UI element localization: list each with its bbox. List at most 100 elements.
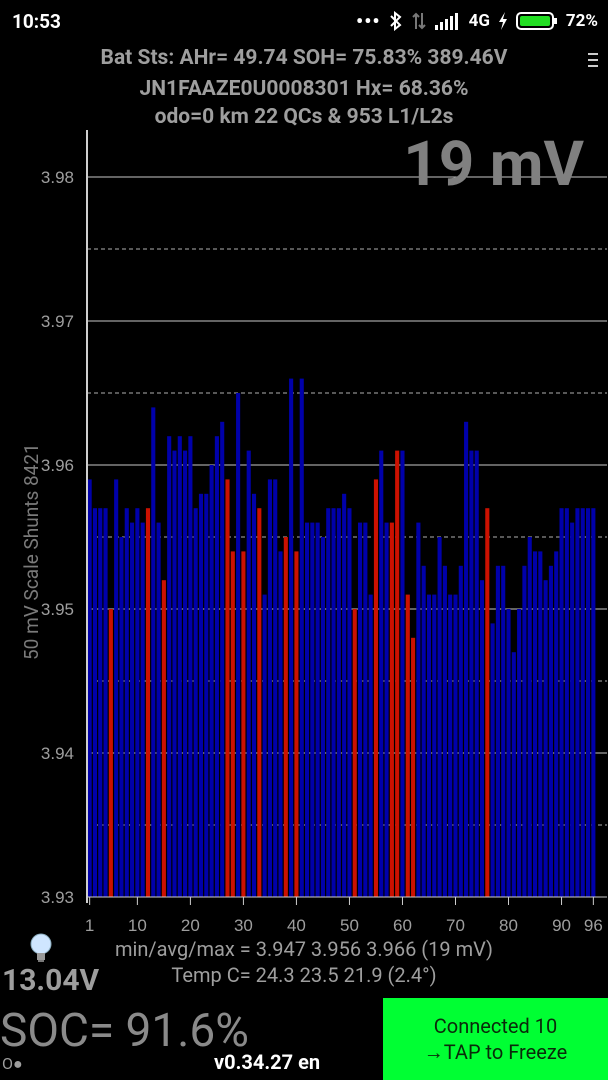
- cell-bar: [564, 508, 569, 897]
- cell-bar: [193, 508, 198, 897]
- cell-bar: [331, 508, 336, 897]
- cell-bar: [251, 493, 257, 897]
- cell-bar: [315, 522, 320, 897]
- cell-bar: [225, 479, 230, 897]
- cell-bar: [554, 551, 559, 897]
- cell-bar: [458, 565, 463, 897]
- cell-bar: [442, 565, 447, 897]
- x-tick-label: 20: [181, 916, 200, 935]
- cell-bar: [538, 551, 543, 897]
- menu-icon[interactable]: [586, 50, 600, 70]
- cell-bar: [464, 421, 469, 897]
- cell-bar: [347, 508, 352, 897]
- cell-bar: [517, 609, 522, 897]
- cell-bar: [421, 565, 426, 897]
- cell-bar: [575, 508, 580, 897]
- cell-bar: [161, 580, 166, 897]
- signal-icon: [434, 13, 458, 30]
- x-tick-label: 60: [393, 916, 412, 935]
- connection-freeze-button[interactable]: Connected 10 →TAP to Freeze: [383, 998, 608, 1080]
- cell-bar: [384, 522, 389, 897]
- cell-bar: [543, 580, 548, 897]
- cell-bar: [304, 522, 310, 897]
- cell-bar: [87, 479, 92, 897]
- cell-bar: [389, 522, 394, 897]
- cell-bar: [299, 378, 304, 898]
- version-label: v0.34.27 en: [214, 1050, 321, 1074]
- cell-bar: [257, 508, 262, 897]
- y-tick-label: 3.94: [41, 744, 74, 763]
- cell-bar: [411, 637, 416, 897]
- cell-voltage-chart[interactable]: 3.93 3.94 3.95 3.96 3.97 3.98 1 10 20 30 40 50 60 70 8…: [0, 0, 608, 940]
- cell-bar: [135, 508, 140, 897]
- cell-bar: [352, 609, 357, 897]
- min-avg-max-line: min/avg/max = 3.947 3.956 3.966 (19 mV): [114, 937, 494, 961]
- cell-bar: [230, 551, 235, 897]
- page-indicator: O●: [2, 1054, 23, 1073]
- connection-status: Connected 10: [433, 1014, 558, 1038]
- cell-bar: [241, 551, 246, 897]
- cell-bar: [416, 522, 421, 897]
- cell-bar: [379, 450, 384, 897]
- cell-bar: [140, 522, 145, 897]
- voltage-spread-label: 19 mV: [403, 128, 584, 201]
- cell-bar: [395, 450, 400, 897]
- y-tick-label: 3.95: [41, 600, 74, 619]
- cell-bar: [453, 594, 458, 897]
- cell-bar: [262, 594, 267, 897]
- y-tick-label: 3.96: [41, 456, 74, 475]
- cell-bar: [130, 522, 135, 897]
- battery-status-line: Bat Sts: AHr= 49.74 SOH= 75.83% 389.46V: [100, 46, 508, 70]
- lightbulb-icon[interactable]: [28, 932, 54, 964]
- bluetooth-icon: [389, 11, 402, 31]
- cell-bar: [278, 551, 283, 897]
- scale-shunts-label: 50 mV Scale Shunts 8421: [20, 443, 43, 660]
- cell-bar: [522, 565, 527, 897]
- status-icons: ••• 4G 72%: [356, 8, 598, 34]
- data-transfer-icon: [411, 12, 426, 30]
- cell-bar: [405, 594, 410, 897]
- cell-bar: [490, 623, 495, 897]
- cell-bar: [358, 522, 363, 897]
- x-tick-label: 80: [499, 916, 518, 935]
- cell-bar: [373, 479, 379, 897]
- x-tick-label: 10: [128, 916, 147, 935]
- cell-bar: [501, 565, 506, 897]
- y-tick-label: 3.97: [41, 312, 74, 331]
- more-icon: •••: [356, 9, 381, 33]
- cell-bar: [119, 537, 124, 897]
- cell-bar: [336, 508, 341, 897]
- cell-bar: [236, 393, 241, 897]
- cell-bar: [469, 450, 474, 897]
- cell-bar: [310, 522, 315, 897]
- temperature-line: Temp C= 24.3 23.5 21.9 (2.4°): [171, 963, 437, 987]
- cell-bar: [363, 522, 368, 897]
- cell-bar: [92, 508, 98, 897]
- vin-line: JN1FAAZE0U0008301 Hx= 68.36%: [139, 77, 469, 101]
- cell-bar: [294, 551, 299, 897]
- cell-bar: [273, 479, 278, 897]
- cell-bar: [400, 450, 405, 897]
- cell-bar: [474, 450, 479, 897]
- freeze-instruction: →TAP to Freeze: [423, 1040, 568, 1064]
- status-bar: 10:53 ••• 4G 72%: [0, 0, 608, 44]
- cell-bar: [580, 508, 585, 897]
- network-type: 4G: [468, 11, 490, 31]
- cell-bar: [188, 436, 193, 897]
- cell-bar: [114, 479, 119, 897]
- cell-bar: [532, 551, 538, 897]
- cell-bar: [448, 594, 453, 897]
- soc-value: SOC= 91.6%: [0, 1004, 249, 1058]
- charging-icon: [498, 12, 507, 30]
- x-tick-label: 70: [446, 916, 465, 935]
- cell-bar: [156, 522, 161, 897]
- cell-bar: [426, 594, 432, 897]
- cell-bar: [495, 565, 500, 897]
- x-tick-label: 30: [234, 916, 253, 935]
- status-time: 10:53: [12, 10, 61, 33]
- cell-bar: [124, 508, 129, 897]
- cell-bar: [246, 450, 251, 897]
- cell-bar: [570, 522, 575, 897]
- x-tick-label: 50: [340, 916, 359, 935]
- cell-bar: [548, 565, 553, 897]
